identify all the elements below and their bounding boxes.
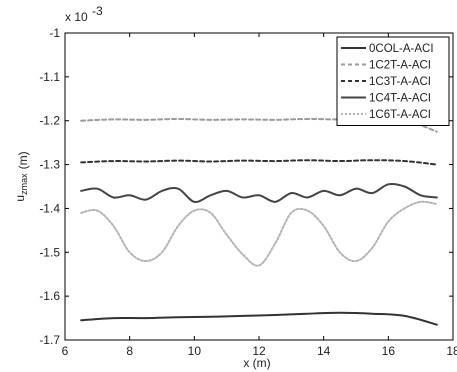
legend-label: 1C6T-A-ACI (369, 109, 431, 121)
y-axis-label: uzmax (m) (13, 151, 30, 201)
series-line-1c4t-a-aci (80, 182, 438, 203)
y-exponent-power: -3 (92, 4, 103, 18)
x-axis-label: x (m) (243, 356, 270, 370)
y-tick-label: -1.6 (39, 289, 60, 303)
series-line-1c3t-a-aci (80, 159, 438, 166)
legend-label: 0COL-A-ACI (369, 43, 434, 55)
x-tick-label: 18 (446, 344, 457, 358)
y-tick-label: -1.7 (39, 333, 60, 347)
y-tick-label: -1.4 (39, 201, 60, 215)
x-tick-label: 12 (252, 344, 266, 358)
x-tick-label: 6 (62, 344, 69, 358)
y-tick-label: -1.2 (39, 114, 60, 128)
x-tick-label: 10 (188, 344, 202, 358)
series-line-0col-a-aci (80, 311, 438, 326)
x-tick-label: 14 (317, 344, 331, 358)
y-tick-label: -1.1 (39, 70, 60, 84)
x-tick-label: 8 (126, 344, 133, 358)
x-ticks: 6 8 10 12 14 16 18 (62, 33, 457, 358)
y-tick-label: -1 (49, 26, 60, 40)
y-tick-label: -1.3 (39, 158, 60, 172)
series-line-1c6t-a-aci (80, 200, 438, 267)
y-axis-label-main: u (13, 195, 27, 202)
svg-text:uzmax(m): uzmax (m) (13, 151, 30, 201)
legend-label: 1C2T-A-ACI (369, 60, 431, 72)
y-exponent-label: x 10 (65, 10, 88, 24)
y-tick-label: -1.5 (39, 245, 60, 259)
y-axis-label-unit: (m) (16, 151, 30, 169)
x-tick-label: 16 (382, 344, 396, 358)
legend: 0COL-A-ACI 1C2T-A-ACI 1C3T-A-ACI 1C4T-A-ACI… (336, 36, 450, 126)
y-axis-label-subscript: zmax (19, 173, 29, 195)
legend-label: 1C4T-A-ACI (369, 93, 431, 105)
y-ticks: -1 -1.1 -1.2 -1.3 -1.4 -1.5 -1.6 -1.7 (39, 26, 453, 347)
legend-label: 1C3T-A-ACI (369, 76, 431, 88)
